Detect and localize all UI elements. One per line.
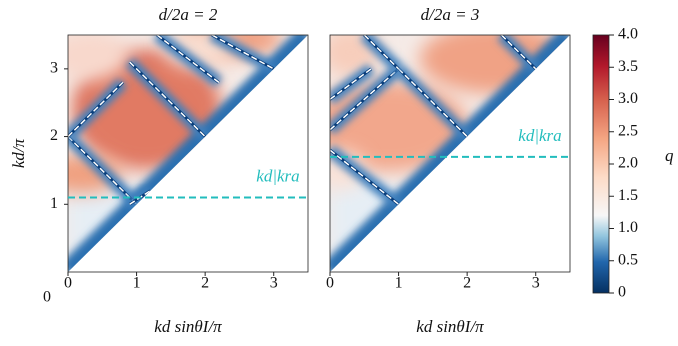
y-axis-label: kd/π [9, 138, 28, 168]
colorbar-tick-label: 2.5 [618, 122, 638, 139]
heatmap [330, 35, 570, 272]
white-dash [398, 68, 468, 138]
colorbar-tick-label: 3.5 [618, 58, 638, 75]
diag-band [330, 35, 570, 272]
hline-label: kd|kra [518, 126, 561, 145]
x-axis-label: kd sinθI/π [154, 317, 222, 336]
y-tick-label: 2 [50, 127, 58, 144]
frame [329, 34, 571, 273]
hot-spot [419, 35, 570, 94]
x-tick-label: 3 [532, 275, 540, 292]
y-tick-label: 3 [50, 60, 58, 77]
white-dash [363, 35, 400, 70]
panel-title: d/2a = 3 [421, 5, 480, 24]
colorbar-tick-label: 3.0 [618, 90, 638, 107]
white-dash [330, 149, 400, 205]
white-dash [500, 35, 537, 70]
x-tick-label: 0 [326, 275, 334, 292]
white-dash [330, 68, 400, 131]
colorbar-tick-label: 4.0 [618, 26, 638, 43]
x-tick-label: 0 [64, 275, 72, 292]
colorbar-tick-label: 1.0 [618, 219, 638, 236]
colorbar-tick-label: 0 [618, 284, 626, 301]
white-dash [68, 81, 124, 138]
hline-label: kd|kra [256, 166, 299, 185]
y-tick-label: 1 [50, 195, 58, 212]
x-axis-label: kd sinθI/π [416, 317, 484, 336]
x-tick-label: 3 [270, 275, 278, 292]
white-dash [156, 35, 220, 83]
colorbar-label: q [665, 146, 674, 165]
hot-spot [330, 150, 366, 191]
colorbar-tick-label: 0.5 [618, 251, 638, 268]
x-tick-label: 2 [201, 275, 209, 292]
hot-spot [71, 49, 222, 170]
blue-core [128, 61, 207, 138]
hot-spot [330, 35, 381, 77]
panel-title: d/2a = 2 [159, 5, 218, 24]
x-tick-label: 2 [463, 275, 471, 292]
white-dash [211, 35, 275, 70]
colorbar [592, 34, 610, 294]
heatmap [68, 35, 308, 272]
origin-label: 0 [43, 289, 51, 306]
hot-spot [68, 35, 129, 81]
colorbar-tick-label: 1.5 [618, 187, 638, 204]
frame [67, 34, 309, 273]
diag-band [68, 35, 308, 272]
x-tick-label: 1 [133, 275, 141, 292]
colorbar-tick-label: 2.0 [618, 155, 638, 172]
white-dash [68, 136, 138, 205]
x-tick-label: 1 [395, 275, 403, 292]
blue-core [330, 67, 373, 101]
